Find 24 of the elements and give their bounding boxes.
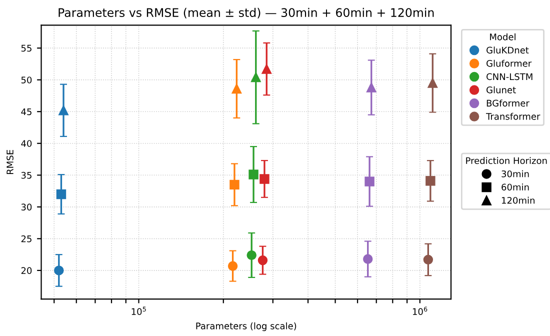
text: 120min bbox=[502, 196, 534, 204]
legend-label: GluKDnet bbox=[486, 46, 529, 54]
y-tick-label: 20 bbox=[21, 267, 32, 274]
legend-label: Gluformer bbox=[486, 60, 532, 67]
legend-label: CNN-LSTM bbox=[486, 73, 532, 80]
legend-label: Glunet bbox=[486, 86, 516, 94]
y-tick-label: 45 bbox=[21, 108, 32, 116]
chart-title: Parameters vs RMSE (mean ± std) — 30min + 60min + 120min bbox=[58, 8, 434, 18]
text: 30min bbox=[502, 170, 529, 178]
legend-label: BGformer bbox=[486, 100, 530, 107]
y-tick-label: 30 bbox=[21, 204, 32, 210]
y-tick-label: 40 bbox=[21, 140, 32, 147]
text: Model bbox=[490, 33, 516, 40]
y-tick-label: 25 bbox=[21, 235, 32, 242]
x-tick-label: 10$^{5}$ bbox=[132, 306, 146, 315]
legend-label: Transformer bbox=[486, 112, 540, 120]
y-axis-title: RMSE bbox=[6, 150, 14, 174]
y-tick-label: 55 bbox=[21, 44, 32, 52]
text: 60min bbox=[502, 184, 529, 191]
y-tick-label: 35 bbox=[21, 172, 32, 179]
x-axis-title: Parameters (log scale) bbox=[196, 322, 296, 332]
y-tick-label: 50 bbox=[21, 76, 32, 84]
x-tick-label: 10$^{6}$ bbox=[412, 306, 428, 315]
text: Prediction Horizon bbox=[466, 157, 547, 164]
